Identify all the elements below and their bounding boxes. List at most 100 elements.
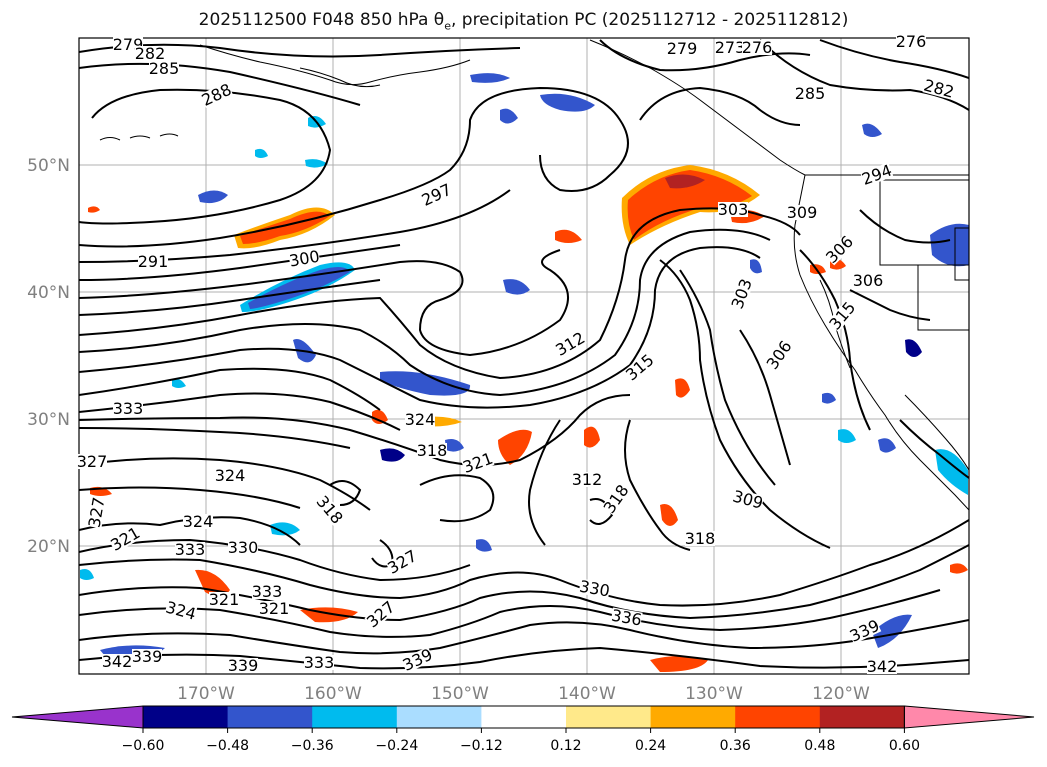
precip-negative-areas xyxy=(80,73,969,662)
contour-label-text: 291 xyxy=(138,252,169,271)
contour-label: 333 xyxy=(113,399,144,418)
contour-label-text: 339 xyxy=(228,656,259,675)
colorbar-segment xyxy=(143,706,229,728)
contour-label-text: 318 xyxy=(685,529,716,548)
colorbar-extend-low xyxy=(11,705,144,729)
lon-label-140w: 140°W xyxy=(558,684,616,704)
map-title: 2025112500 F048 850 hPa θe, precipitatio… xyxy=(198,10,849,33)
colorbar-tick-label: 0.24 xyxy=(635,738,666,754)
colorbar-segment xyxy=(481,706,567,728)
contour-label: 321 xyxy=(259,599,290,618)
contour-label: 327 xyxy=(77,452,108,471)
contour-label-text: 342 xyxy=(102,652,133,671)
contour-label: 276 xyxy=(742,38,773,57)
colorbar-tick-label: −0.60 xyxy=(122,738,165,754)
colorbar-segment xyxy=(650,706,736,728)
contour-label-text: 279 xyxy=(667,39,698,58)
contour-label: 303 xyxy=(718,200,749,219)
lat-label-20n: 20°N xyxy=(27,537,70,557)
contour-label-text: 330 xyxy=(228,538,259,557)
contour-label: 306 xyxy=(853,271,884,290)
colorbar-segment xyxy=(735,706,821,728)
colorbar: −0.60 −0.48 −0.36 −0.24 −0.12 0.12 0.24 0.36 0.4… xyxy=(11,705,1035,754)
contour-label: 324 xyxy=(183,512,214,531)
contour-label: 279 xyxy=(667,39,698,58)
map-frame xyxy=(78,37,970,675)
contour-label-text: 333 xyxy=(113,399,144,418)
contour-label-text: 324 xyxy=(405,410,436,429)
colorbar-frame xyxy=(142,705,905,729)
contour-label-text: 333 xyxy=(175,540,206,559)
contour-label: 324 xyxy=(405,410,436,429)
contour-label-text: 276 xyxy=(742,38,773,57)
map-plot-area xyxy=(79,38,969,674)
lon-label-130w: 130°W xyxy=(685,684,743,704)
colorbar-tick-label: 0.36 xyxy=(720,738,751,754)
contour-label-text: 321 xyxy=(209,590,240,609)
lat-label-30n: 30°N xyxy=(27,410,70,430)
contour-label-text: 342 xyxy=(867,657,898,676)
contour-label-text: 327 xyxy=(77,452,108,471)
contour-label: 324 xyxy=(215,466,246,485)
contour-label: 291 xyxy=(138,252,169,271)
contour-label: 333 xyxy=(175,540,206,559)
colorbar-tick-label: −0.48 xyxy=(206,738,249,754)
latitude-labels: 50°N 40°N 30°N 20°N xyxy=(27,156,70,557)
contour-label: 321 xyxy=(209,590,240,609)
contour-label: 273 xyxy=(715,38,746,57)
colorbar-segment xyxy=(227,706,313,728)
contour-label: 285 xyxy=(149,59,180,78)
contour-label: 336 xyxy=(610,606,643,630)
contour-label-text: 285 xyxy=(795,84,826,103)
contour-label: 342 xyxy=(867,657,898,676)
contour-label-text: 285 xyxy=(149,59,180,78)
contour-label-text: 324 xyxy=(183,512,214,531)
colorbar-tick-label: −0.24 xyxy=(375,738,418,754)
contour-label: 318 xyxy=(685,529,716,548)
contour-label: 309 xyxy=(787,203,818,222)
colorbar-tick-label: 0.48 xyxy=(804,738,835,754)
colorbar-tick-label: 0.12 xyxy=(550,738,581,754)
contour-label: 342 xyxy=(102,652,133,671)
contour-label-text: 282 xyxy=(135,44,166,63)
contour-label-text: 309 xyxy=(787,203,818,222)
contour-label: 339 xyxy=(228,656,259,675)
lon-label-160w: 160°W xyxy=(304,684,362,704)
lon-label-150w: 150°W xyxy=(431,684,489,704)
contour-label-text: 321 xyxy=(259,599,290,618)
contour-label: 330 xyxy=(228,538,259,557)
contour-label: 282 xyxy=(135,44,166,63)
contour-label: 327 xyxy=(85,496,109,529)
contour-label-text: 324 xyxy=(215,466,246,485)
colorbar-segment xyxy=(819,706,905,728)
colorbar-extend-high xyxy=(903,705,1035,729)
colorbar-segment xyxy=(396,706,482,728)
contour-label: 312 xyxy=(572,470,603,489)
contour-label-text: 273 xyxy=(715,38,746,57)
contour-label: 276 xyxy=(896,32,927,51)
contour-label-text: 312 xyxy=(572,470,603,489)
contour-label-text: 276 xyxy=(896,32,927,51)
contour-label-text: 339 xyxy=(132,647,163,666)
contour-label-text: 318 xyxy=(417,441,448,460)
lon-label-120w: 120°W xyxy=(812,684,870,704)
colorbar-tick-label: −0.36 xyxy=(291,738,334,754)
contour-label-text: 303 xyxy=(718,200,749,219)
contour-label: 318 xyxy=(417,441,448,460)
contour-label: 285 xyxy=(795,84,826,103)
contour-label-text: 333 xyxy=(304,653,335,672)
longitude-labels: 170°W 160°W 150°W 140°W 130°W 120°W xyxy=(177,684,870,704)
lon-label-170w: 170°W xyxy=(177,684,235,704)
contour-label-text: 333 xyxy=(252,582,283,601)
colorbar-segment xyxy=(566,706,652,728)
colorbar-segment xyxy=(312,706,398,728)
colorbar-tick-label: −0.12 xyxy=(460,738,503,754)
contour-label: 333 xyxy=(252,582,283,601)
lat-label-50n: 50°N xyxy=(27,156,70,176)
lat-label-40n: 40°N xyxy=(27,283,70,303)
contour-label: 339 xyxy=(132,647,163,666)
contour-label-text: 306 xyxy=(853,271,884,290)
contour-label: 333 xyxy=(304,653,335,672)
